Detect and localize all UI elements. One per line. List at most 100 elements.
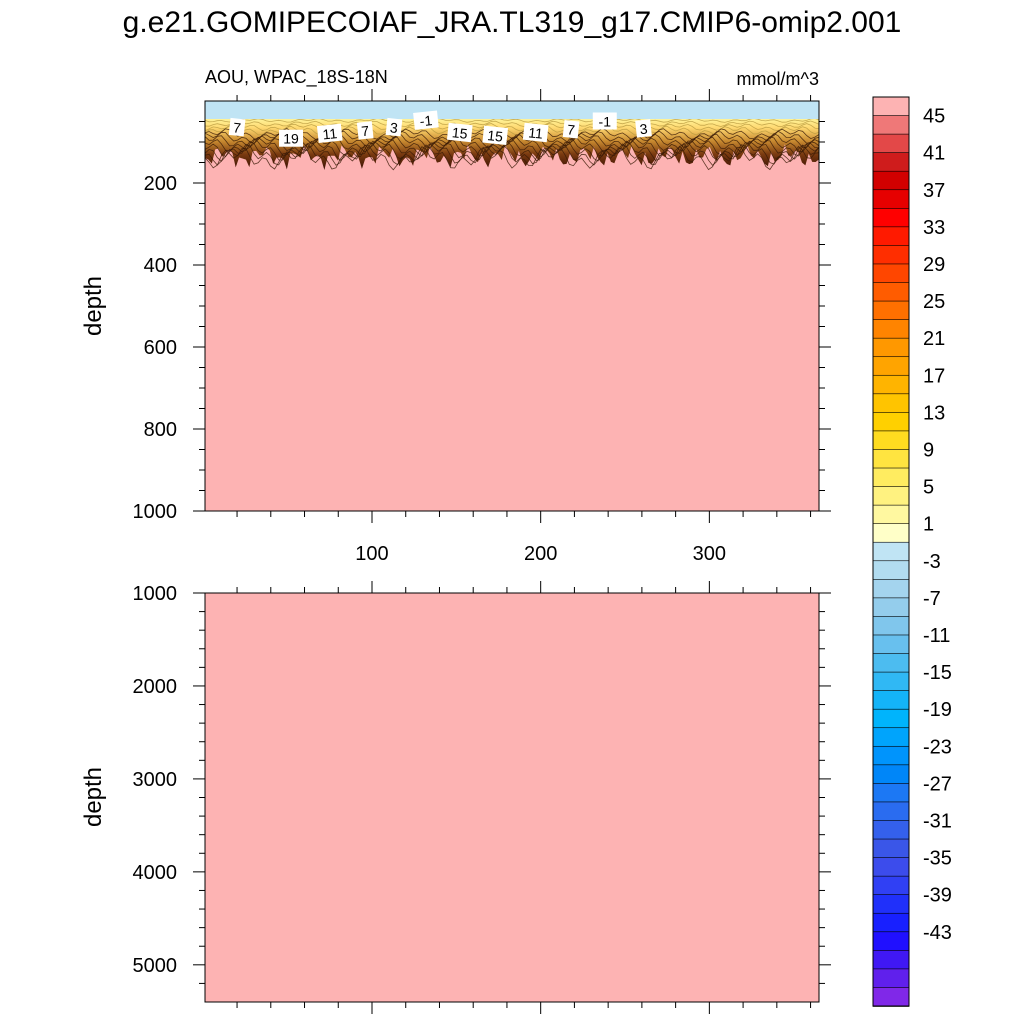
- contour-label: -1: [413, 110, 439, 130]
- top-x-tick-label: 100: [355, 543, 388, 565]
- contour-label-text: 7: [232, 119, 242, 136]
- colorbar-label: -11: [923, 625, 950, 647]
- colorbar-box: [872, 263, 910, 284]
- colorbar-label: -31: [923, 810, 952, 832]
- colorbar-box: [872, 690, 910, 710]
- colorbar-box: [872, 653, 910, 673]
- colorbar-box: [872, 300, 910, 321]
- colorbar-label: 1: [923, 514, 934, 536]
- colorbar-box: [872, 912, 910, 933]
- contour-label: 3: [635, 119, 652, 138]
- top-y-tick-label: 600: [144, 337, 177, 359]
- colorbar-label: -19: [923, 699, 952, 721]
- contour-label-bg: [385, 117, 403, 137]
- top-y-tick-label: 800: [144, 419, 177, 441]
- contour-label-text: 7: [361, 123, 371, 140]
- colorbar-label: -23: [923, 736, 952, 758]
- top-x-tick-label: 200: [524, 543, 557, 565]
- colorbar-box: [872, 133, 910, 154]
- contour-label-text: 3: [389, 119, 399, 136]
- contour-label-text: -1: [419, 112, 433, 129]
- contour-label-bg: [522, 122, 549, 143]
- contour-label: 19: [279, 129, 304, 147]
- colorbar-box: [872, 208, 910, 228]
- contour-label-bg: [356, 121, 374, 140]
- contour-label-text: -1: [599, 114, 612, 130]
- top-contour-labels: 7 19 11 7 3 -1 15 15 11 7 -1 3: [228, 110, 652, 147]
- top-axis-ticks: 200 400 600 800 1000 100 200 300: [133, 89, 831, 565]
- colorbar-label: 33: [923, 217, 945, 239]
- colorbar-box: [872, 801, 910, 822]
- contour-label: 7: [356, 121, 374, 140]
- top-y-tick-label: 200: [144, 173, 177, 195]
- bottom-y-tick-label: 3000: [133, 769, 178, 791]
- colorbar-box: [872, 820, 910, 840]
- contour-label-bg: [592, 112, 617, 130]
- bottom-panel: 1000 2000 3000 4000 5000 depth: [80, 581, 831, 1014]
- colorbar-box: [872, 894, 910, 915]
- contour-label-bg: [446, 122, 473, 143]
- contour-line: [205, 120, 819, 128]
- colorbar-box: [872, 708, 910, 729]
- figure-title: g.e21.GOMIPECOIAF_JRA.TL319_g17.CMIP6-om…: [122, 6, 902, 39]
- contour-line: [205, 145, 819, 171]
- colorbar-box: [872, 96, 910, 117]
- colorbar-box: [872, 115, 910, 135]
- colorbar-label: -3: [923, 551, 941, 573]
- colorbar-box: [872, 282, 910, 302]
- contour-label-text: 11: [528, 124, 544, 141]
- colorbar-label: -35: [923, 848, 952, 870]
- colorbar-label: -15: [923, 662, 952, 684]
- colorbar-box: [872, 170, 910, 191]
- colorbar-box: [872, 857, 910, 877]
- colorbar-box: [872, 152, 910, 173]
- colorbar-box: [872, 838, 910, 859]
- top-y-tick-label: 400: [144, 255, 177, 277]
- contour-line: [205, 138, 819, 158]
- top-deep-fill: [205, 101, 819, 511]
- colorbar-label: 5: [923, 477, 934, 499]
- bottom-deep-fill: [205, 593, 819, 1002]
- colorbar-box: [872, 245, 910, 265]
- colorbar-box: [872, 412, 910, 432]
- contour-label: 7: [228, 117, 246, 137]
- colorbar-box: [872, 467, 910, 488]
- colorbar-label: 17: [923, 365, 945, 387]
- contour-line: [205, 117, 819, 123]
- colorbar-box: [872, 875, 910, 896]
- top-panel: AOU, WPAC_18S-18N mmol/m^3 7 19 11 7 3 -1 15 15…: [80, 67, 831, 565]
- colorbar-box: [872, 745, 910, 766]
- colorbar-label: 29: [923, 254, 945, 276]
- bottom-y-tick-label: 5000: [133, 955, 178, 977]
- top-y-tick-label: 1000: [133, 501, 178, 523]
- colorbar-box: [872, 560, 910, 581]
- contour-label-bg: [228, 117, 246, 137]
- colorbar-box: [872, 950, 910, 970]
- colorbar-box: [872, 579, 910, 599]
- contour-label: 11: [522, 122, 549, 143]
- contour-label-text: 15: [487, 127, 504, 145]
- colorbar-box: [872, 393, 910, 414]
- colorbar-label: 13: [923, 402, 945, 424]
- colorbar-box: [872, 541, 910, 562]
- bottom-y-tick-label: 4000: [133, 862, 178, 884]
- colorbar-box: [872, 634, 910, 655]
- contour-label-text: 7: [566, 121, 576, 138]
- colorbar-label: -7: [923, 588, 941, 610]
- contour-label: 11: [316, 123, 343, 144]
- top-x-tick-label: 300: [693, 543, 726, 565]
- colorbar-label: 37: [923, 180, 945, 202]
- colorbar-box: [872, 931, 910, 952]
- colorbar-box: [872, 764, 910, 785]
- bottom-y-tick-label: 2000: [133, 676, 178, 698]
- colorbar-box: [872, 226, 910, 247]
- contour-line: [205, 130, 819, 145]
- bottom-axis-ticks: 1000 2000 3000 4000 5000: [133, 581, 831, 1014]
- contour-label-bg: [482, 125, 509, 146]
- top-surface-band: [205, 101, 819, 119]
- top-contour-lines: [205, 117, 819, 171]
- colorbar-box: [872, 449, 910, 469]
- top-subtitle-left: AOU, WPAC_18S-18N: [205, 67, 388, 88]
- contour-label: 7: [562, 119, 580, 139]
- colorbar-label: 25: [923, 291, 945, 313]
